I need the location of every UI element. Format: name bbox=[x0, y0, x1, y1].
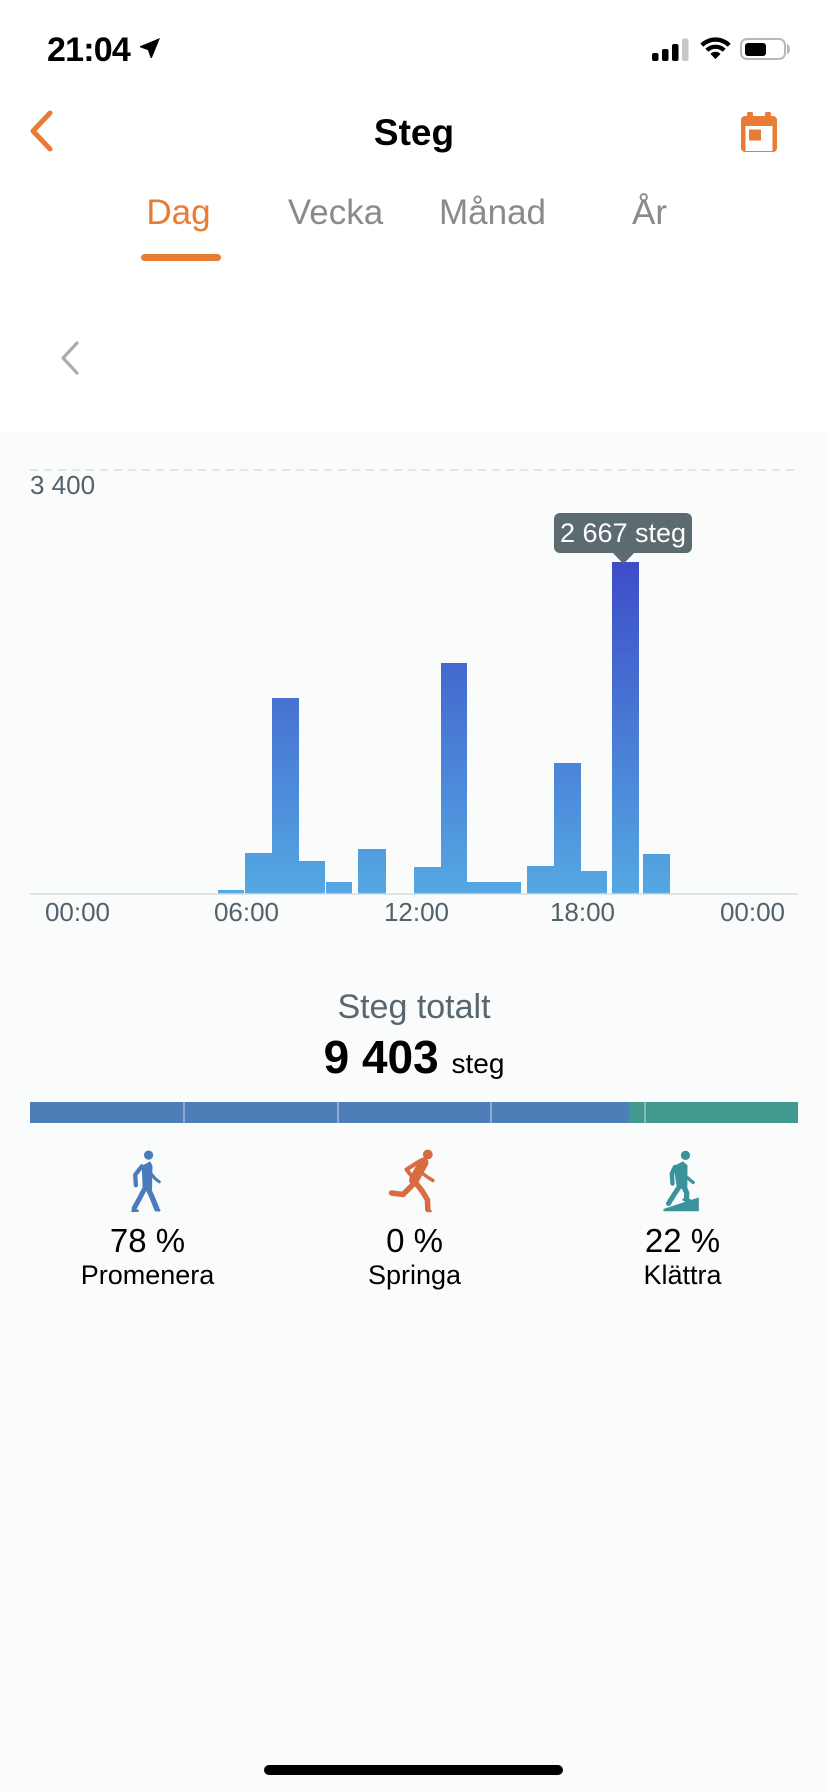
svg-text:2 667 steg: 2 667 steg bbox=[560, 518, 686, 548]
